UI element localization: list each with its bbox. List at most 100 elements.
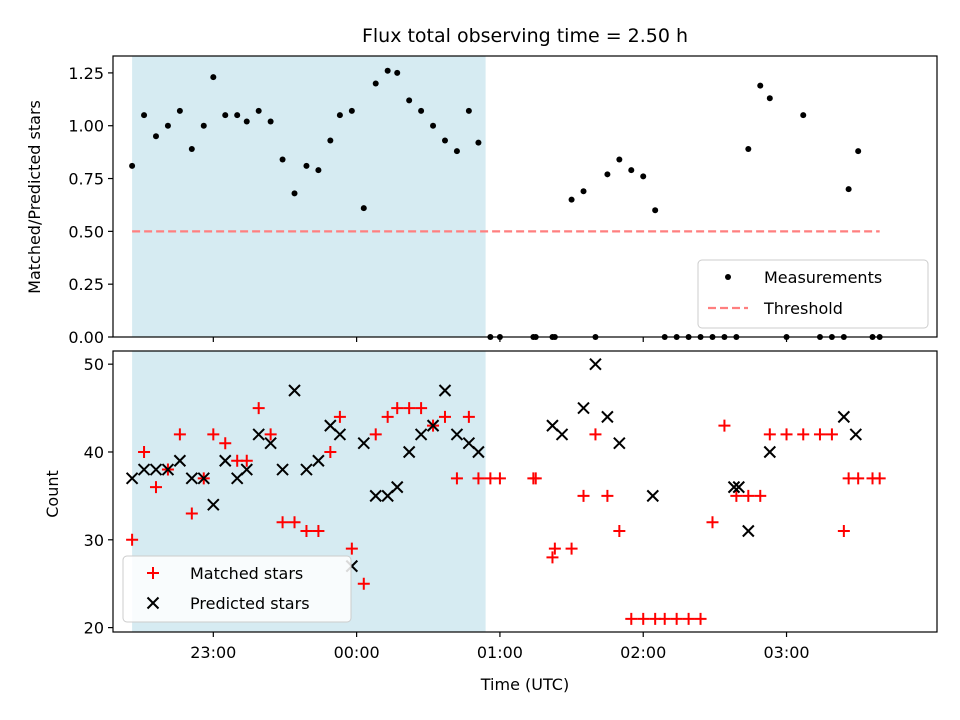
matched-star-point: [565, 542, 578, 555]
matched-star-point: [126, 533, 139, 546]
predicted-star-point: [219, 454, 232, 467]
x-tick-label: 03:00: [763, 643, 809, 662]
predicted-star-point: [252, 428, 265, 441]
matched-star-point: [852, 472, 865, 485]
measurement-point: [394, 69, 401, 76]
predicted-star-point: [391, 480, 404, 494]
predicted-star-point: [264, 436, 277, 450]
legend-label-predicted: Predicted stars: [190, 594, 310, 613]
matched-star-point: [300, 525, 313, 538]
y-tick-label: 0.50: [68, 222, 104, 241]
predicted-star-point: [324, 419, 337, 432]
matched-star-point: [682, 612, 695, 625]
matched-star-point: [149, 481, 162, 494]
matched-star-point: [601, 489, 614, 502]
measurement-point: [176, 107, 183, 114]
predicted-star-point: [732, 480, 745, 494]
top-y-axis-title: Matched/Predicted stars: [25, 100, 44, 294]
matched-star-point: [837, 525, 850, 538]
predicted-star-point: [125, 472, 139, 485]
legend-label-threshold: Threshold: [763, 299, 843, 318]
measurement-point: [418, 107, 425, 114]
matched-star-point: [493, 472, 506, 485]
predicted-star-point: [472, 445, 485, 459]
measurement-point: [757, 82, 764, 89]
matched-star-point: [450, 472, 463, 485]
x-tick-label: 01:00: [477, 643, 523, 662]
x-axis-title: Time (UTC): [480, 675, 569, 694]
measurement-point: [640, 173, 647, 180]
predicted-star-point: [646, 489, 659, 503]
predicted-star-point: [438, 384, 452, 397]
legend-top: Measurements Threshold: [697, 259, 929, 329]
legend-box: [122, 555, 352, 623]
predicted-star-point: [601, 410, 614, 424]
legend-label-matched: Matched stars: [190, 564, 303, 583]
matched-star-point: [138, 445, 151, 458]
shaded-region: [132, 56, 486, 337]
y-tick-label: 1.00: [68, 117, 104, 136]
predicted-star-point: [381, 489, 394, 503]
matched-star-point: [185, 507, 198, 520]
matched-star-point: [706, 516, 719, 529]
measurement-point: [465, 107, 472, 114]
predicted-star-point: [240, 463, 253, 476]
matched-star-point: [742, 489, 755, 502]
predicted-star-point: [462, 436, 476, 450]
matched-star-point: [763, 428, 776, 441]
matched-star-point: [264, 428, 277, 441]
y-tick-label: 40: [84, 443, 104, 462]
predicted-star-point: [742, 524, 755, 538]
legend-label-measurements: Measurements: [764, 268, 882, 287]
measurement-point: [200, 122, 207, 129]
plot-frame: [112, 55, 938, 338]
measurement-point: [234, 112, 241, 119]
measurement-point: [348, 107, 355, 114]
predicted-star-point: [161, 463, 175, 476]
matched-star-point: [754, 489, 767, 502]
predicted-star-point: [727, 480, 741, 494]
legend-bottom: Matched stars Predicted stars: [122, 555, 352, 623]
measurement-point: [406, 97, 413, 104]
matched-star-point: [391, 402, 404, 415]
measurement-point: [164, 122, 171, 129]
measurement-point: [855, 148, 862, 155]
predicted-star-point: [276, 463, 289, 476]
matched-star-point: [403, 402, 416, 415]
measurement-point: [315, 167, 322, 174]
x-tick-label: 23:00: [190, 643, 236, 662]
measurement-point: [475, 139, 482, 146]
matched-star-point: [780, 428, 793, 441]
predicted-star-point: [763, 445, 777, 459]
matched-star-point: [472, 472, 485, 485]
predicted-star-point: [288, 384, 301, 397]
matched-star-point: [797, 428, 810, 441]
matched-star-point: [658, 612, 671, 625]
matched-star-point: [577, 489, 590, 502]
predicted-star-point: [613, 436, 626, 450]
measurement-point: [279, 156, 286, 163]
predicted-star-point: [357, 436, 370, 450]
matched-star-point: [240, 454, 253, 467]
matched-star-point: [670, 612, 683, 625]
predicted-star-point: [546, 419, 559, 432]
measurement-point: [327, 137, 334, 144]
measurement-point: [222, 112, 229, 119]
y-tick-label: 20: [84, 619, 104, 638]
matched-star-point: [276, 516, 289, 529]
measurement-point: [453, 148, 460, 155]
predicted-star-point: [369, 489, 382, 503]
data-layer: [125, 357, 886, 625]
x-tick-label: 00:00: [334, 643, 380, 662]
matched-star-point: [173, 428, 186, 441]
matched-star-point: [813, 428, 826, 441]
matched-star-point: [529, 472, 542, 485]
matched-star-point: [613, 525, 626, 538]
predicted-star-point: [300, 463, 313, 476]
measurement-point: [372, 80, 379, 87]
measurement-point: [628, 167, 635, 174]
predicted-star-point: [173, 454, 187, 467]
measurement-point: [616, 156, 623, 163]
matched-star-point: [369, 428, 382, 441]
